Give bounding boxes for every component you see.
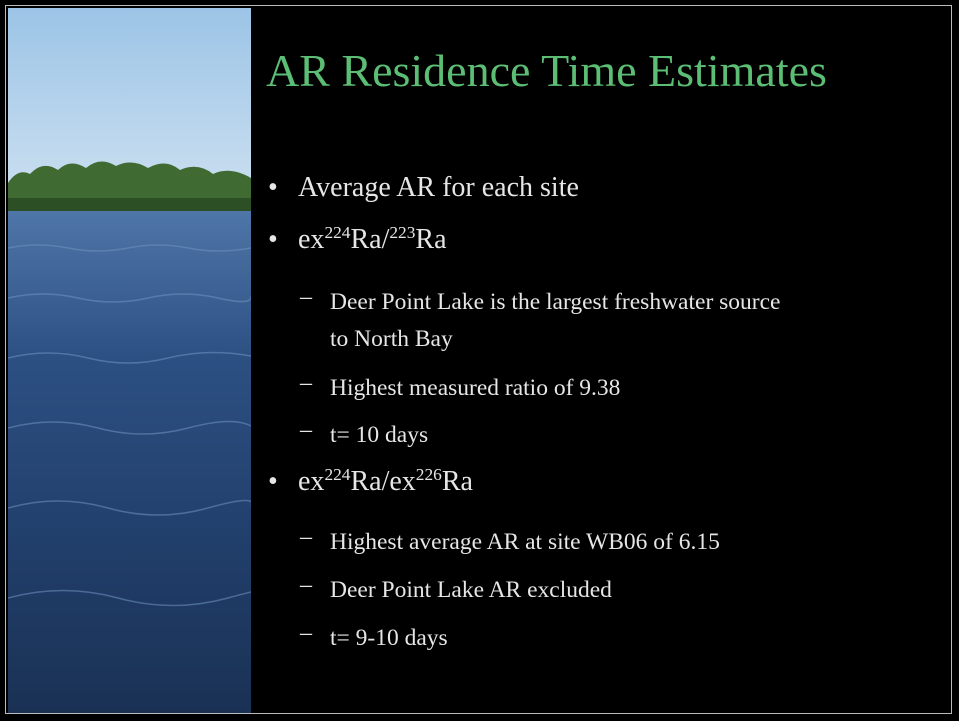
- text-run: Ra: [415, 224, 447, 255]
- bullet: •: [268, 224, 278, 255]
- text-run: Ra/: [350, 224, 390, 255]
- sub-bullet-text: Highest average AR at site WB06 of 6.15: [330, 529, 720, 555]
- superscript: 226: [415, 465, 442, 485]
- superscript: 224: [324, 223, 351, 243]
- lake-photo: [8, 8, 251, 713]
- superscript: 224: [324, 465, 351, 485]
- dash: –: [300, 524, 312, 550]
- sub-bullet-text: Deer Point Lake AR excluded: [330, 577, 612, 603]
- superscript: 223: [389, 223, 416, 243]
- bullet: •: [268, 172, 278, 203]
- dash: –: [300, 370, 312, 396]
- text-run: ex: [298, 466, 325, 497]
- sub-bullet-text: Highest measured ratio of 9.38: [330, 375, 621, 401]
- dash: –: [300, 284, 312, 310]
- slide-frame: [5, 5, 952, 714]
- bullet: •: [268, 466, 278, 497]
- bullet-text: ex224Ra/223Ra: [298, 223, 447, 256]
- text-run: ex: [298, 224, 325, 255]
- dash: –: [300, 572, 312, 598]
- sub-bullet-text: Deer Point Lake is the largest freshwate…: [330, 284, 780, 358]
- bullet-text: Average AR for each site: [298, 172, 579, 203]
- text-line: Deer Point Lake is the largest freshwate…: [330, 289, 781, 315]
- sub-bullet-text: t= 9-10 days: [330, 625, 448, 651]
- sub-bullet-text: t= 10 days: [330, 422, 429, 448]
- text-run: Ra/ex: [350, 466, 416, 497]
- text-line: to North Bay: [330, 326, 453, 352]
- slide-title: AR Residence Time Estimates: [266, 45, 827, 96]
- dash: –: [300, 417, 312, 443]
- dash: –: [300, 620, 312, 646]
- text-run: Ra: [441, 466, 473, 497]
- bullet-text: ex224Ra/ex226Ra: [298, 465, 473, 498]
